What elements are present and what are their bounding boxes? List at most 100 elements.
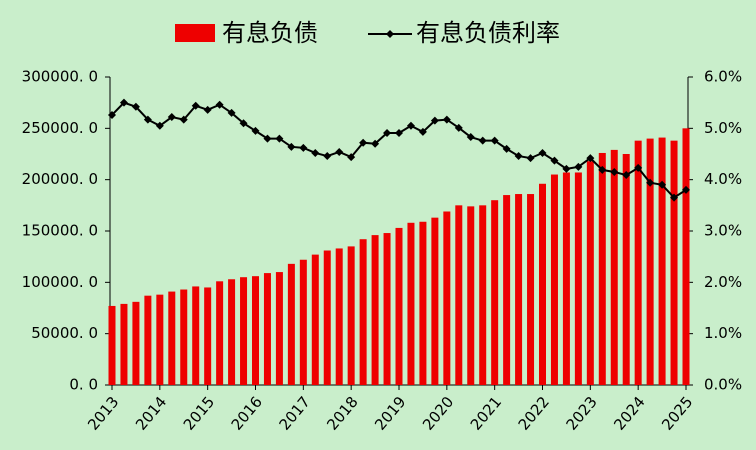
legend-label: 有息负债利率 (416, 19, 560, 47)
y-tick-label: 150000. 0 (22, 222, 98, 240)
line-marker (478, 136, 487, 145)
bar (383, 233, 391, 385)
line-marker (550, 156, 559, 165)
x-tick-label: 2015 (180, 393, 218, 434)
line-marker (191, 101, 200, 110)
line-marker (251, 126, 260, 135)
line-marker (466, 133, 475, 142)
line-marker (610, 167, 619, 176)
bar (156, 294, 164, 385)
x-tick-label: 2021 (467, 393, 505, 434)
y2-tick-label: 1.0% (704, 324, 742, 342)
y-tick-label: 0. 0 (69, 376, 98, 394)
line-marker (622, 171, 631, 180)
bar (395, 227, 403, 385)
line-marker (502, 144, 511, 153)
bar (311, 254, 319, 385)
line-marker (311, 148, 320, 157)
y-tick-label: 100000. 0 (22, 273, 98, 291)
x-tick-label: 2017 (276, 393, 314, 434)
x-tick-label: 2019 (371, 393, 409, 434)
line-marker (131, 102, 140, 111)
bar (371, 235, 379, 385)
line-marker (490, 136, 499, 145)
bar (216, 281, 224, 385)
bar (252, 276, 259, 385)
bar (168, 291, 176, 385)
bar (144, 295, 152, 385)
line-marker (526, 154, 535, 163)
bar (263, 273, 271, 385)
line-marker (658, 180, 667, 189)
x-tick-label: 2014 (132, 393, 170, 434)
legend-marker (386, 30, 394, 38)
bar (431, 217, 439, 385)
line-marker (227, 108, 236, 117)
bar (407, 222, 415, 385)
bar (108, 305, 116, 385)
line-marker (395, 128, 403, 137)
bar (598, 152, 606, 385)
x-tick-label: 2025 (658, 393, 696, 434)
line-marker (119, 98, 128, 107)
y2-tick-label: 5.0% (704, 119, 742, 137)
line-marker (323, 152, 332, 161)
line-marker (430, 116, 439, 125)
bar (287, 263, 295, 385)
x-tick-label: 2016 (228, 393, 266, 434)
bar (550, 174, 558, 385)
bar (646, 138, 654, 385)
bar (275, 272, 283, 385)
line-marker (108, 110, 116, 119)
bar (670, 140, 678, 385)
bar (455, 205, 463, 385)
bar (228, 279, 236, 385)
line-marker (215, 100, 224, 109)
line-marker (275, 134, 284, 143)
x-tick-label: 2018 (323, 393, 361, 434)
bar (180, 289, 188, 385)
bar (479, 205, 487, 385)
bar (634, 140, 642, 385)
line-marker (442, 115, 451, 124)
bar (240, 277, 248, 385)
bar (527, 194, 535, 385)
line-marker (406, 121, 415, 130)
line-marker (143, 115, 152, 124)
bar (347, 246, 355, 385)
line-marker (574, 162, 583, 171)
line-marker (514, 152, 523, 161)
x-tick-label: 2024 (610, 393, 648, 434)
bar (132, 301, 140, 385)
bar (443, 211, 451, 385)
bar (204, 287, 212, 385)
bar (515, 194, 523, 385)
line-marker (299, 143, 308, 152)
bar (491, 200, 499, 385)
bar (562, 172, 570, 385)
bar (120, 303, 128, 385)
bar (682, 128, 690, 386)
bar (359, 239, 367, 385)
line-marker (418, 127, 427, 136)
bar (586, 161, 594, 385)
bar (574, 172, 582, 385)
bar (610, 149, 618, 385)
y2-tick-label: 3.0% (704, 222, 742, 240)
line-marker (203, 105, 212, 114)
line-marker (634, 163, 643, 172)
line-marker (538, 148, 547, 157)
line-marker (598, 165, 607, 174)
line-marker (586, 154, 595, 163)
line-marker (562, 164, 571, 173)
line-marker (347, 153, 356, 162)
y2-tick-label: 6.0% (704, 68, 742, 86)
line-marker (287, 142, 296, 151)
bar (419, 221, 427, 385)
bar (622, 154, 630, 385)
line-marker (371, 139, 380, 148)
line-marker (155, 121, 164, 130)
y-tick-label: 50000. 0 (31, 324, 98, 342)
line-marker (167, 113, 176, 122)
